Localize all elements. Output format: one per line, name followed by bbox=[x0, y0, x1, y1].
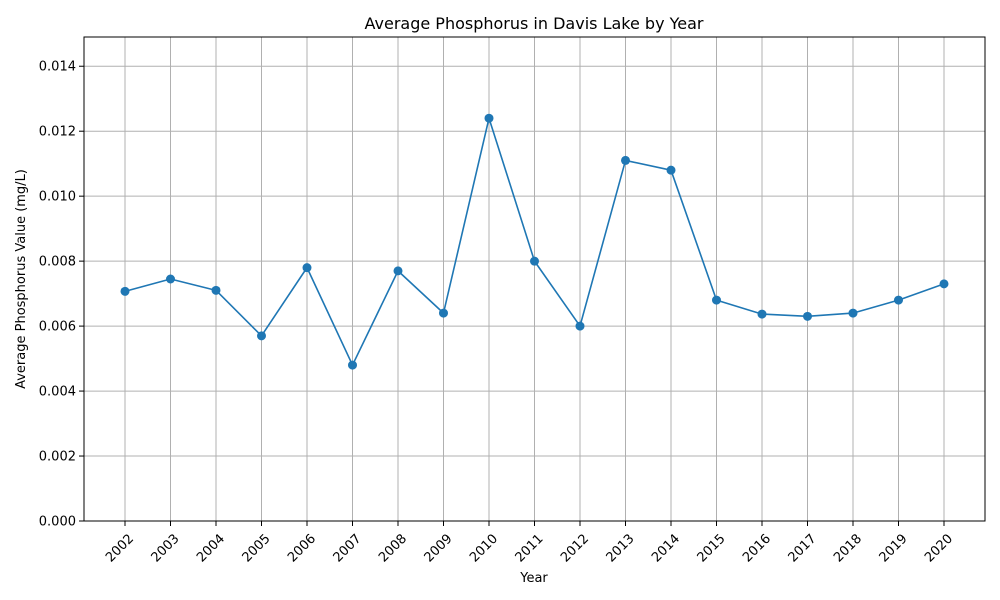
data-point bbox=[803, 311, 812, 321]
x-tick-label: 2004 bbox=[194, 531, 228, 565]
x-tick-label: 2016 bbox=[740, 531, 774, 565]
data-point bbox=[575, 321, 585, 331]
x-tick-label: 2009 bbox=[422, 531, 456, 565]
data-point bbox=[302, 263, 312, 273]
chart-title: Average Phosphorus in Davis Lake by Year bbox=[365, 14, 704, 33]
x-tick-label: 2015 bbox=[695, 531, 729, 565]
x-tick-label: 2020 bbox=[922, 531, 956, 565]
x-tick-label: 2011 bbox=[513, 531, 547, 565]
y-tick-label: 0.002 bbox=[39, 450, 76, 465]
data-point bbox=[848, 308, 858, 318]
y-tick-label: 0.006 bbox=[39, 320, 76, 335]
y-tick-label: 0.004 bbox=[39, 385, 76, 400]
ticks: 2002 2003 2004 2005 2006 2007 2008 2009 2010 2011… bbox=[39, 60, 956, 566]
x-tick-label: 2002 bbox=[103, 531, 137, 565]
data-point bbox=[939, 279, 949, 289]
data-point bbox=[211, 285, 221, 295]
data-point bbox=[166, 274, 175, 284]
x-tick-label: 2006 bbox=[285, 531, 319, 565]
grid bbox=[84, 37, 985, 522]
x-tick-label: 2003 bbox=[149, 531, 183, 565]
series-layer bbox=[120, 113, 949, 370]
data-point bbox=[621, 155, 630, 165]
data-point bbox=[894, 295, 903, 305]
data-point bbox=[712, 295, 721, 305]
data-point bbox=[757, 309, 767, 319]
y-tick-label: 0.000 bbox=[39, 515, 76, 530]
data-point bbox=[439, 308, 448, 318]
x-tick-label: 2005 bbox=[240, 531, 274, 565]
x-tick-label: 2010 bbox=[467, 531, 501, 565]
y-axis-label: Average Phosphorus Value (mg/L) bbox=[14, 169, 29, 389]
y-tick-label: 0.012 bbox=[39, 125, 76, 140]
x-axis-label: Year bbox=[519, 571, 548, 586]
x-tick-label: 2014 bbox=[649, 531, 683, 565]
data-point bbox=[120, 286, 130, 296]
y-tick-label: 0.008 bbox=[39, 255, 76, 270]
x-tick-label: 2018 bbox=[831, 531, 865, 565]
y-tick-label: 0.010 bbox=[39, 190, 76, 205]
x-tick-label: 2013 bbox=[604, 531, 638, 565]
x-tick-label: 2017 bbox=[786, 531, 820, 565]
y-tick-label: 0.014 bbox=[39, 60, 76, 75]
data-point bbox=[348, 360, 357, 370]
data-point bbox=[393, 266, 403, 276]
x-tick-label: 2019 bbox=[877, 531, 911, 565]
data-point bbox=[257, 331, 266, 341]
x-tick-label: 2008 bbox=[376, 531, 410, 565]
data-point bbox=[484, 113, 494, 123]
x-tick-label: 2012 bbox=[558, 531, 592, 565]
data-point bbox=[666, 165, 676, 175]
data-point bbox=[530, 256, 539, 266]
x-tick-label: 2007 bbox=[331, 531, 365, 565]
